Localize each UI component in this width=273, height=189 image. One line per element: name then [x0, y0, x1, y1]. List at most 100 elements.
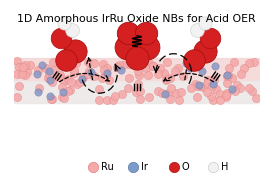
Point: [62, 96, 66, 99]
Point: [151, 64, 156, 67]
Point: [23, 63, 27, 66]
Point: [81, 76, 85, 79]
Point: [160, 92, 164, 95]
Point: [188, 67, 192, 70]
Point: [147, 62, 152, 65]
Point: [227, 67, 231, 70]
Point: [239, 73, 243, 76]
Point: [57, 74, 62, 77]
Point: [201, 86, 205, 89]
Point: [66, 89, 70, 92]
Point: [80, 78, 84, 81]
Text: H: H: [221, 162, 229, 172]
Point: [47, 70, 52, 73]
Point: [218, 92, 222, 95]
Point: [101, 62, 105, 65]
Point: [212, 78, 216, 81]
Point: [179, 91, 183, 94]
Point: [72, 72, 76, 75]
Text: 1D Amorphous IrRu Oxide NBs for Acid OER: 1D Amorphous IrRu Oxide NBs for Acid OER: [17, 14, 256, 24]
Point: [213, 65, 217, 68]
Point: [36, 90, 40, 93]
Point: [125, 46, 129, 49]
Point: [35, 73, 39, 76]
Point: [135, 83, 140, 86]
Point: [91, 165, 95, 168]
Point: [50, 98, 54, 101]
Point: [195, 96, 199, 99]
Point: [50, 75, 55, 78]
Point: [126, 32, 130, 35]
Point: [184, 61, 188, 64]
Point: [238, 87, 242, 90]
Point: [250, 89, 254, 92]
Point: [37, 87, 41, 90]
Point: [46, 76, 50, 79]
Point: [47, 72, 51, 75]
Point: [209, 94, 213, 97]
Point: [52, 67, 57, 70]
Point: [133, 91, 138, 94]
Point: [225, 74, 229, 77]
Point: [62, 80, 67, 83]
Text: Ir: Ir: [141, 162, 148, 172]
Point: [39, 63, 44, 66]
Point: [161, 72, 166, 75]
Point: [120, 93, 124, 96]
Point: [206, 78, 210, 81]
Text: O: O: [182, 162, 189, 172]
Point: [89, 70, 93, 73]
Point: [230, 88, 235, 91]
Point: [168, 76, 172, 79]
Point: [103, 75, 107, 78]
Point: [211, 165, 215, 168]
Point: [195, 84, 200, 87]
Point: [61, 90, 65, 93]
Point: [119, 68, 123, 71]
Point: [162, 92, 167, 95]
Point: [70, 29, 75, 32]
Point: [138, 60, 142, 63]
Point: [113, 94, 117, 97]
Point: [86, 60, 91, 64]
Point: [189, 86, 193, 89]
Point: [24, 70, 29, 73]
Point: [60, 86, 65, 89]
Point: [230, 76, 235, 79]
Point: [28, 64, 32, 67]
Point: [75, 82, 80, 85]
Point: [145, 46, 149, 49]
Point: [177, 98, 181, 101]
Point: [164, 61, 169, 64]
Point: [203, 22, 207, 25]
Point: [15, 73, 19, 76]
Point: [51, 60, 55, 63]
Point: [218, 98, 222, 101]
Point: [59, 36, 63, 39]
Point: [233, 89, 237, 92]
Point: [224, 93, 229, 96]
Point: [247, 61, 251, 64]
Point: [135, 57, 139, 60]
Point: [156, 89, 160, 92]
Point: [144, 66, 149, 69]
Point: [127, 63, 131, 66]
Point: [192, 59, 197, 62]
Point: [210, 84, 215, 87]
Point: [252, 60, 257, 64]
Point: [139, 61, 143, 64]
Point: [15, 96, 19, 99]
Point: [62, 22, 67, 25]
Point: [126, 86, 130, 89]
Point: [137, 90, 142, 93]
Point: [158, 67, 162, 70]
Point: [168, 97, 172, 100]
Point: [147, 95, 151, 98]
Point: [254, 97, 258, 100]
Point: [138, 98, 142, 101]
Point: [15, 59, 19, 62]
Point: [20, 72, 24, 75]
Point: [205, 91, 209, 94]
Point: [140, 63, 144, 66]
Point: [115, 65, 119, 68]
